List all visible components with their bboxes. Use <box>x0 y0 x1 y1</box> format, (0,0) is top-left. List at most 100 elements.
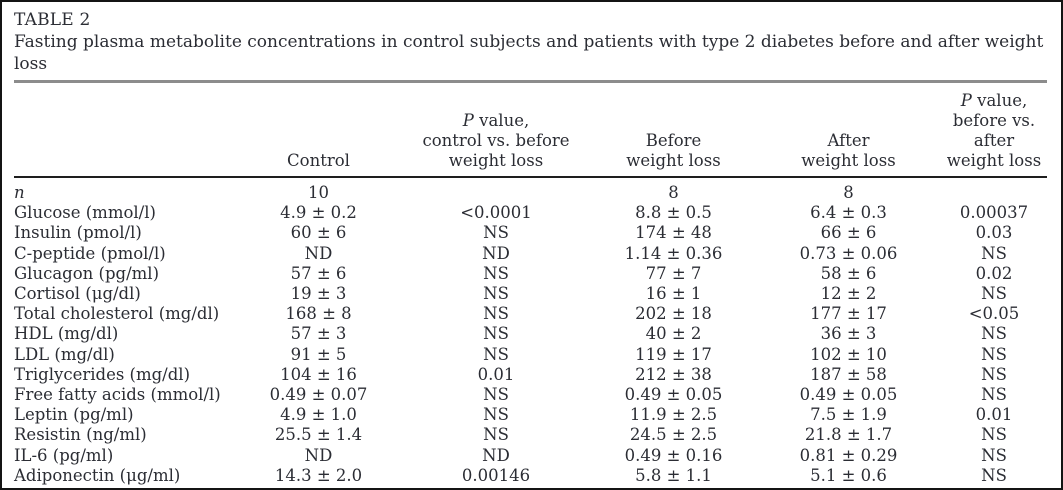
row-label: Leptin (pg/ml) <box>14 405 134 425</box>
table-cell: 8 <box>668 183 679 202</box>
column-header-control: Control <box>236 83 401 178</box>
table-row: Glucagon (pg/ml) 57 ± 6 NS 77 ± 7 58 ± 6 0.02 <box>14 264 1047 284</box>
table-head: Control P value, control vs. before weigh… <box>14 83 1047 178</box>
table-cell: NS <box>981 243 1007 263</box>
table-cell: 102 ± 10 <box>810 344 887 364</box>
table-cell: ND <box>401 486 591 488</box>
row-label: Total cholesterol (mg/dl) <box>14 304 220 324</box>
table-cell: 36 ± 3 <box>820 324 877 344</box>
table-row: n 10 8 8 <box>14 177 1047 203</box>
table-cell: 8.8 ± 0.5 <box>635 203 712 223</box>
table-cell: ND <box>304 243 333 263</box>
table-row: Resistin (ng/ml) 25.5 ± 1.4 NS 24.5 ± 2.5 21… <box>14 425 1047 445</box>
table-cell: 11.9 ± 2.5 <box>629 405 718 425</box>
table-cell: NS <box>981 465 1007 485</box>
table-cell: NS <box>483 263 509 283</box>
header-row: Control P value, control vs. before weigh… <box>14 83 1047 178</box>
table-cell: 187 ± 58 <box>810 364 887 384</box>
table-cell: 60 ± 6 <box>290 223 347 243</box>
row-label: IL-6 (pg/ml) <box>14 445 114 465</box>
table-cell: 0.02 <box>975 263 1013 283</box>
table-cell: ND <box>482 243 510 263</box>
row-label: Glucagon (pg/ml) <box>14 263 160 283</box>
table-cell: 4.9 ± 1.0 <box>280 405 357 425</box>
table-cell: 66 ± 6 <box>820 223 877 243</box>
column-header-pvalue-before-vs-after: P value, before vs. after weight loss <box>941 83 1047 178</box>
table-cell: 0.49 ± 0.05 <box>799 385 898 405</box>
table-cell: 24.5 ± 2.5 <box>629 425 718 445</box>
table-cell: NS <box>981 425 1007 445</box>
row-label: Adiponectin (μg/ml) <box>14 465 181 485</box>
table-cell: <0.0001 <box>460 203 532 223</box>
table-row: Glucose (mmol/l) 4.9 ± 0.2 <0.0001 8.8 ± 0.… <box>14 203 1047 223</box>
table-cell: 0.01 <box>477 364 515 384</box>
table-cell: 8 <box>843 183 854 202</box>
column-header-pvalue-control-vs-before: P value, control vs. before weight loss <box>401 83 591 178</box>
table-cell: 104 ± 16 <box>280 364 357 384</box>
table-row: HDL (mg/dl) 57 ± 3 NS 40 ± 2 36 ± 3 NS <box>14 324 1047 344</box>
table-cell: NS <box>981 385 1007 405</box>
table-row: Cortisol (μg/dl) 19 ± 3 NS 16 ± 1 12 ± 2 NS <box>14 284 1047 304</box>
row-label: HDL (mg/dl) <box>14 324 119 344</box>
table-cell: NS <box>981 364 1007 384</box>
table-cell: 6.4 ± 0.3 <box>810 203 887 223</box>
table-row: IL-6 (pg/ml) ND ND 0.49 ± 0.16 0.81 ± 0.29 NS <box>14 446 1047 466</box>
row-label: Cortisol (μg/dl) <box>14 284 141 304</box>
table-cell: 4.9 ± 0.2 <box>280 203 357 223</box>
table-cell: 0.03 <box>975 223 1013 243</box>
row-label: LDL (mg/dl) <box>14 344 115 364</box>
table-cell: 12 ± 2 <box>820 284 877 304</box>
table-cell: 77 ± 7 <box>645 263 702 283</box>
table-cell: NS <box>483 405 509 425</box>
row-label: Resistin (ng/ml) <box>14 425 147 445</box>
table-cell: NS <box>483 344 509 364</box>
table-row: Leptin (pg/ml) 4.9 ± 1.0 NS 11.9 ± 2.5 7.5 ±… <box>14 405 1047 425</box>
row-label: Triglycerides (mg/dl) <box>14 364 191 384</box>
row-label: C-peptide (pmol/l) <box>14 243 166 263</box>
table-cell: ND <box>236 486 401 488</box>
table-cell: 168 ± 8 <box>285 304 352 324</box>
table-cell: 0.49 ± 0.07 <box>269 385 368 405</box>
table-cell: 16 ± 1 <box>645 284 702 304</box>
table-cell: 0.73 ± 0.06 <box>799 243 898 263</box>
table-cell: 0.00146 <box>461 465 531 485</box>
table-cell: NS <box>981 284 1007 304</box>
table-cell: ND <box>304 445 333 465</box>
table-cell: <0.05 <box>968 304 1020 324</box>
table-cell: 21.8 ± 1.7 <box>804 425 893 445</box>
table-cell: 0.49 ± 0.16 <box>624 445 723 465</box>
table-cell: 0.00037 <box>959 203 1029 223</box>
row-label: Glucose (mmol/l) <box>14 203 156 223</box>
column-header-after-weight-loss: After weight loss <box>756 83 941 178</box>
table-cell: 1.524 ± 0.071 <box>591 486 756 488</box>
table-cell: 177 ± 17 <box>810 304 887 324</box>
table-cell: NS <box>483 223 509 243</box>
row-label: TNF-α (pg/ml) <box>14 486 236 488</box>
table-cell: 174 ± 48 <box>635 223 712 243</box>
table-cell: NS <box>483 284 509 304</box>
table-row: Total cholesterol (mg/dl) 168 ± 8 NS 202 ± … <box>14 304 1047 324</box>
table-caption: Fasting plasma metabolite concentrations… <box>14 32 1044 74</box>
column-header-before-weight-loss: Before weight loss <box>591 83 756 178</box>
table-cell: ND <box>482 445 510 465</box>
table-cell: 0.81 ± 0.29 <box>799 445 898 465</box>
row-label: Free fatty acids (mmol/l) <box>14 385 221 405</box>
table-cell: 25.5 ± 1.4 <box>274 425 363 445</box>
table-cell: 1.14 ± 0.36 <box>624 243 723 263</box>
table-cell: NS <box>483 385 509 405</box>
table-cell: 1.347 ± 0.047 <box>756 486 941 488</box>
caption-rule <box>14 80 1047 83</box>
table-body: n 10 8 8 Glucose (mmol/l) 4.9 ± 0.2 <0.0001 8.8… <box>14 177 1047 488</box>
table-cell: 119 ± 17 <box>635 344 712 364</box>
table-cell: 0.01 <box>975 405 1013 425</box>
table-cell: 19 ± 3 <box>290 284 347 304</box>
table-cell: NS <box>483 324 509 344</box>
table-row: C-peptide (pmol/l) ND ND 1.14 ± 0.36 0.73 ± … <box>14 244 1047 264</box>
table-cell: 7.5 ± 1.9 <box>810 405 887 425</box>
row-label: Insulin (pmol/l) <box>14 223 142 243</box>
table-cell: 5.1 ± 0.6 <box>810 465 887 485</box>
table-cell: NS <box>483 304 509 324</box>
table-cell <box>941 177 1047 203</box>
table-cell: 0.49 ± 0.05 <box>624 385 723 405</box>
